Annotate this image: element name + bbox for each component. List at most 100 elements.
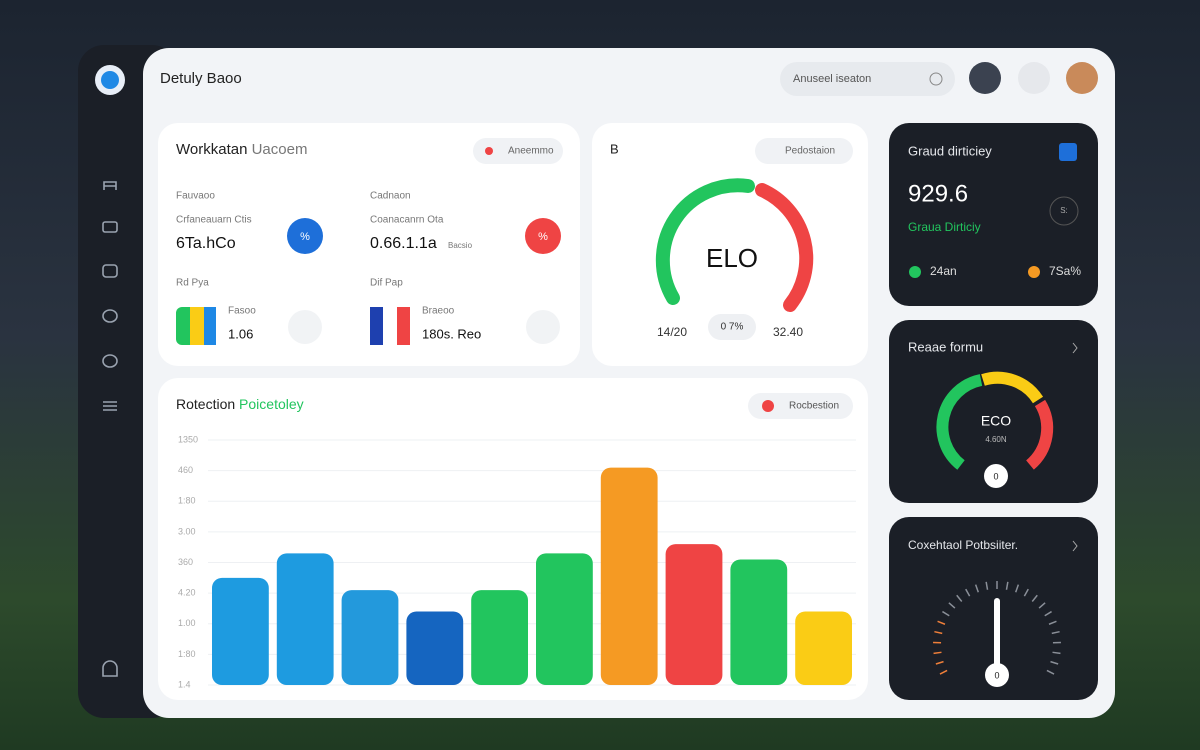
nav-icon[interactable] bbox=[102, 309, 118, 323]
card-icon[interactable] bbox=[1059, 143, 1077, 161]
knob[interactable] bbox=[985, 663, 1009, 687]
title-suffix: Uacoem bbox=[252, 141, 308, 158]
logo-mark bbox=[101, 71, 119, 89]
apps-button[interactable] bbox=[1018, 62, 1050, 94]
y-tick-label: 1350 bbox=[178, 434, 198, 444]
nav-icon[interactable] bbox=[102, 354, 118, 368]
stat-sublabel: Coanacanrn Ota bbox=[370, 215, 444, 226]
button-icon bbox=[485, 147, 493, 155]
nav-icon[interactable] bbox=[103, 181, 117, 190]
stat-label: Fauvaoo bbox=[176, 191, 215, 202]
card-button[interactable] bbox=[473, 138, 563, 164]
bar bbox=[406, 611, 464, 685]
card-icon: B bbox=[610, 141, 619, 156]
icon-button[interactable] bbox=[1049, 196, 1079, 226]
card-title: Workkatan Uacoem bbox=[176, 141, 307, 158]
flag-label: Rd Pya bbox=[176, 278, 209, 289]
legend-label: Rocbestion bbox=[789, 401, 839, 412]
dial-tick bbox=[935, 660, 944, 665]
badge[interactable] bbox=[287, 218, 323, 254]
flag bbox=[370, 307, 410, 345]
bar bbox=[341, 590, 399, 685]
card-title: Graud dirticiey bbox=[908, 143, 992, 158]
nav-icon[interactable] bbox=[103, 401, 117, 411]
dark-card bbox=[889, 320, 1098, 503]
y-tick-label: 3.00 bbox=[178, 526, 196, 536]
y-tick-label: 4.20 bbox=[178, 588, 196, 598]
dial-tick bbox=[974, 584, 980, 593]
nav-icon[interactable] bbox=[102, 221, 118, 233]
stat-value: 0.66.1.1a bbox=[370, 235, 437, 252]
user-avatar[interactable] bbox=[1066, 62, 1098, 94]
gauge-badge bbox=[708, 314, 756, 340]
stat-sublabel: Crfaneauarn Ctis bbox=[176, 215, 252, 226]
dial-tick bbox=[1046, 669, 1055, 675]
search-icon bbox=[929, 72, 943, 86]
needle bbox=[994, 598, 1000, 674]
gauge-arc bbox=[1025, 399, 1054, 470]
dial-tick bbox=[1031, 594, 1038, 602]
legend-dot bbox=[762, 400, 774, 412]
stat-value: 6Ta.hCo bbox=[176, 235, 236, 252]
gauge-arc bbox=[936, 374, 983, 470]
card bbox=[158, 123, 580, 366]
legend-dot bbox=[1028, 266, 1040, 278]
badge-label: % bbox=[538, 231, 548, 243]
gauge-arc bbox=[981, 371, 1044, 404]
stats: Fauvaoo Crfaneauarn Ctis 6Ta.hCo Rd Pya … bbox=[176, 191, 481, 342]
icon-button[interactable] bbox=[288, 310, 322, 344]
nav-icon[interactable] bbox=[102, 264, 118, 278]
y-tick-label: 1.00 bbox=[178, 618, 196, 628]
legend-dot bbox=[909, 266, 921, 278]
dial-tick bbox=[1023, 588, 1029, 597]
dial-tick bbox=[1044, 610, 1052, 617]
knob-label: 0 bbox=[994, 670, 999, 680]
gauge-center: ECO bbox=[981, 413, 1011, 429]
icon-label: S: bbox=[1060, 206, 1068, 215]
button-label: Pedostaion bbox=[785, 146, 835, 157]
legend-label: 24an bbox=[930, 264, 957, 278]
dial-tick bbox=[1038, 602, 1046, 609]
gauge-arc bbox=[755, 183, 814, 312]
card-title: Coxehtaol Potbsiiter. bbox=[908, 538, 1018, 552]
gauge-sub: 4.60N bbox=[985, 435, 1007, 444]
nav-icon[interactable] bbox=[102, 660, 118, 677]
flag-value: 180s. Reo bbox=[422, 326, 481, 341]
flag-label: Dif Pap bbox=[370, 278, 403, 289]
y-tick-label: 1.4 bbox=[178, 679, 191, 689]
dial-tick bbox=[956, 594, 963, 602]
bar bbox=[795, 611, 852, 685]
dial-tick bbox=[948, 602, 956, 609]
legend-label: 7Sa% bbox=[1049, 264, 1081, 278]
dial-tick bbox=[942, 610, 950, 617]
badge[interactable] bbox=[525, 218, 561, 254]
bar bbox=[665, 544, 723, 685]
bar bbox=[730, 559, 788, 685]
bar bbox=[212, 577, 269, 685]
chevron[interactable] bbox=[1072, 540, 1078, 552]
card-subtitle: Graua Dirticiy bbox=[908, 220, 981, 234]
stat-label: Cadnaon bbox=[370, 191, 411, 202]
knob[interactable] bbox=[984, 464, 1008, 488]
chart-title: Rotection Poicetoley bbox=[176, 396, 304, 412]
chevron[interactable] bbox=[1072, 342, 1078, 354]
icon-button[interactable] bbox=[526, 310, 560, 344]
gauge-arc bbox=[655, 178, 755, 305]
flag-caption: Braeoo bbox=[422, 306, 455, 317]
bar bbox=[471, 590, 528, 685]
flag-value: 1.06 bbox=[228, 326, 253, 341]
y-tick-label: 360 bbox=[178, 557, 193, 567]
bar-plot: 1.4 1:80 1.00 4.20 360 3.00 1:80 460 1350 bbox=[178, 434, 856, 689]
dial-tick bbox=[985, 581, 989, 590]
legend[interactable] bbox=[748, 393, 853, 419]
dial-tick bbox=[934, 630, 943, 635]
sidebar-icons bbox=[102, 181, 118, 677]
search-placeholder: Anuseel iseaton bbox=[793, 73, 871, 85]
dark-card bbox=[889, 517, 1098, 700]
search-box[interactable] bbox=[780, 62, 955, 96]
dial bbox=[933, 581, 1061, 675]
card-button[interactable] bbox=[755, 138, 853, 164]
dial-tick bbox=[1050, 660, 1059, 665]
avatar[interactable] bbox=[969, 62, 1001, 94]
